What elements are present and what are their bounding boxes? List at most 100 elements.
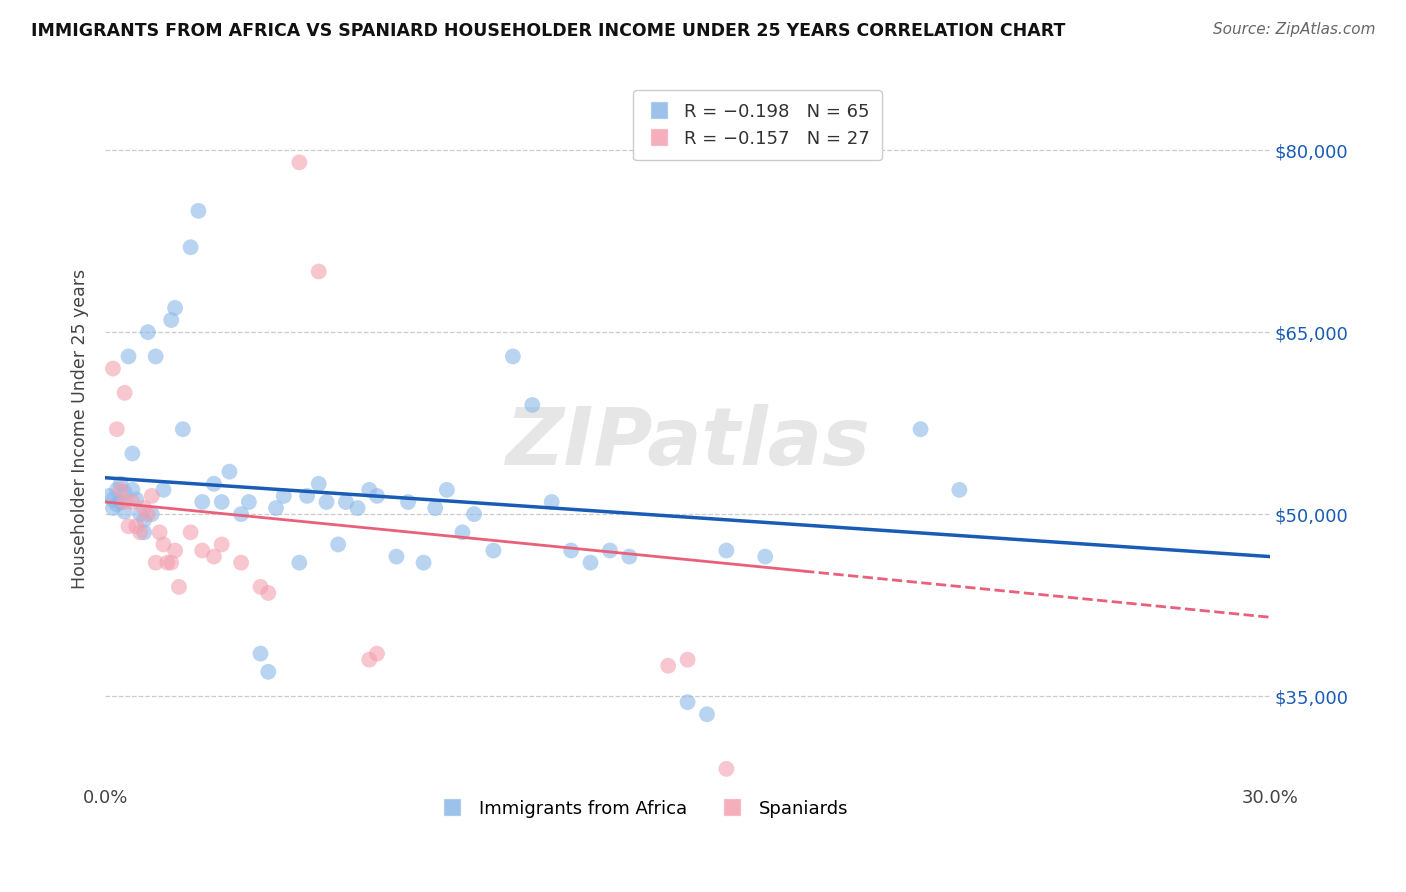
Point xyxy=(187,203,209,218)
Point xyxy=(136,325,159,339)
Point xyxy=(105,483,128,497)
Point xyxy=(114,485,136,500)
Point xyxy=(412,556,434,570)
Point xyxy=(451,525,474,540)
Point xyxy=(910,422,932,436)
Point xyxy=(132,501,155,516)
Point xyxy=(98,489,121,503)
Point xyxy=(152,537,174,551)
Point xyxy=(165,301,187,315)
Point xyxy=(160,313,183,327)
Point xyxy=(114,385,136,400)
Point xyxy=(218,465,240,479)
Point xyxy=(288,155,311,169)
Point xyxy=(105,497,128,511)
Point xyxy=(238,495,260,509)
Point xyxy=(167,580,190,594)
Point xyxy=(676,695,699,709)
Point xyxy=(315,495,337,509)
Point xyxy=(156,556,179,570)
Point xyxy=(257,665,280,679)
Point xyxy=(599,543,621,558)
Point xyxy=(257,586,280,600)
Point xyxy=(385,549,408,564)
Point xyxy=(359,483,381,497)
Point xyxy=(288,556,311,570)
Point xyxy=(295,489,318,503)
Point xyxy=(619,549,641,564)
Point xyxy=(145,556,167,570)
Text: IMMIGRANTS FROM AFRICA VS SPANIARD HOUSEHOLDER INCOME UNDER 25 YEARS CORRELATION: IMMIGRANTS FROM AFRICA VS SPANIARD HOUSE… xyxy=(31,22,1066,40)
Y-axis label: Householder Income Under 25 years: Householder Income Under 25 years xyxy=(72,269,89,590)
Point xyxy=(117,519,139,533)
Point xyxy=(273,489,295,503)
Point xyxy=(676,653,699,667)
Point xyxy=(110,476,132,491)
Point xyxy=(249,647,271,661)
Point xyxy=(579,556,602,570)
Text: ZIPatlas: ZIPatlas xyxy=(505,404,870,483)
Point xyxy=(366,489,388,503)
Point xyxy=(436,483,458,497)
Point xyxy=(141,507,163,521)
Point xyxy=(396,495,419,509)
Point xyxy=(132,513,155,527)
Point xyxy=(328,537,350,551)
Point xyxy=(129,507,152,521)
Point xyxy=(114,495,136,509)
Point xyxy=(160,556,183,570)
Point xyxy=(121,446,143,460)
Point xyxy=(132,525,155,540)
Point xyxy=(249,580,271,594)
Point xyxy=(560,543,582,558)
Point xyxy=(264,501,287,516)
Point xyxy=(502,350,524,364)
Point xyxy=(152,483,174,497)
Point xyxy=(657,658,679,673)
Point xyxy=(136,507,159,521)
Point xyxy=(366,647,388,661)
Point xyxy=(172,422,194,436)
Point xyxy=(229,507,252,521)
Point xyxy=(180,240,202,254)
Point xyxy=(229,556,252,570)
Point xyxy=(522,398,544,412)
Point xyxy=(425,501,447,516)
Point xyxy=(125,492,148,507)
Point xyxy=(696,707,718,722)
Point xyxy=(191,543,214,558)
Point xyxy=(346,501,368,516)
Point xyxy=(191,495,214,509)
Point xyxy=(335,495,357,509)
Point xyxy=(211,495,233,509)
Point xyxy=(202,476,225,491)
Point xyxy=(110,483,132,497)
Point xyxy=(101,492,124,507)
Point xyxy=(101,501,124,516)
Point xyxy=(359,653,381,667)
Point xyxy=(145,350,167,364)
Point xyxy=(211,537,233,551)
Point xyxy=(308,264,330,278)
Point xyxy=(180,525,202,540)
Point xyxy=(121,495,143,509)
Point xyxy=(121,483,143,497)
Point xyxy=(125,519,148,533)
Point xyxy=(165,543,187,558)
Point xyxy=(540,495,562,509)
Point xyxy=(482,543,505,558)
Point xyxy=(308,476,330,491)
Point xyxy=(754,549,776,564)
Point xyxy=(129,525,152,540)
Point xyxy=(202,549,225,564)
Point xyxy=(101,361,124,376)
Point xyxy=(117,350,139,364)
Point xyxy=(716,762,738,776)
Legend: Immigrants from Africa, Spaniards: Immigrants from Africa, Spaniards xyxy=(426,792,856,825)
Point xyxy=(948,483,970,497)
Point xyxy=(114,505,136,519)
Text: Source: ZipAtlas.com: Source: ZipAtlas.com xyxy=(1212,22,1375,37)
Point xyxy=(463,507,485,521)
Point xyxy=(141,489,163,503)
Point xyxy=(148,525,170,540)
